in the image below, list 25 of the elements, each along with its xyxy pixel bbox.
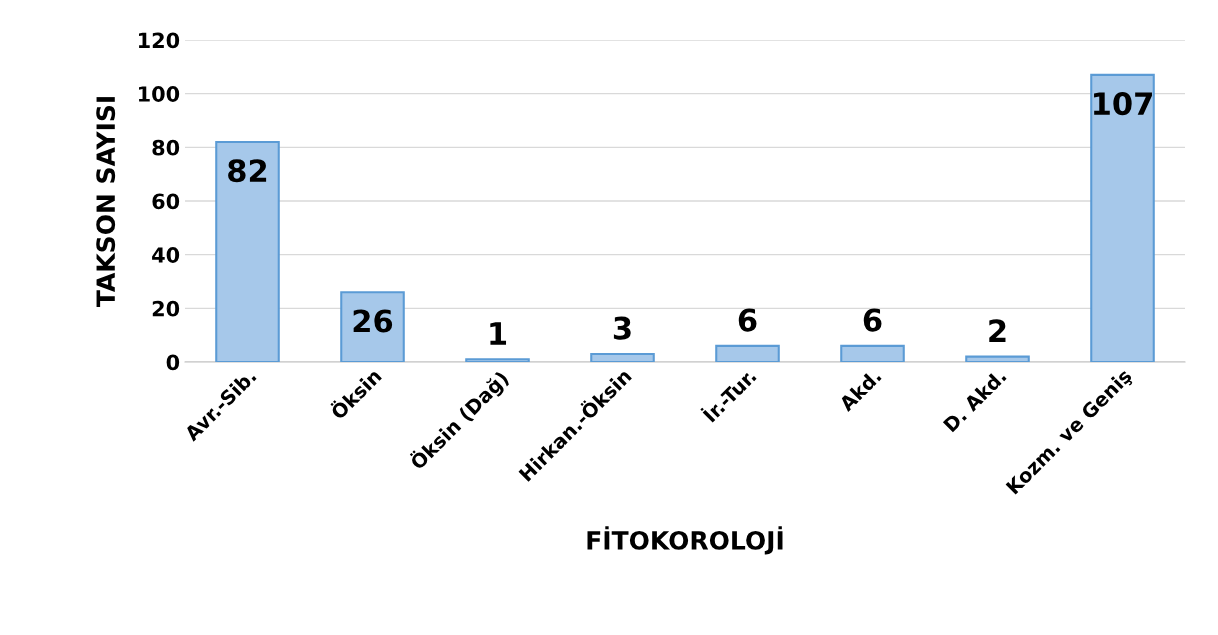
data-label: 26 bbox=[353, 309, 393, 333]
data-label: 6 bbox=[863, 308, 882, 332]
bar bbox=[215, 140, 280, 362]
data-label: 6 bbox=[738, 308, 757, 332]
y-tick-label: 40 bbox=[152, 247, 180, 263]
y-tick-label: 120 bbox=[139, 32, 180, 49]
y-tick-label: 60 bbox=[152, 193, 180, 210]
y-tick-label: 80 bbox=[152, 139, 180, 156]
bar bbox=[465, 358, 530, 362]
x-axis-title: FİTOKOROLOJİ bbox=[587, 526, 783, 555]
bar bbox=[340, 291, 405, 362]
bar bbox=[840, 344, 905, 362]
bar bbox=[1090, 73, 1155, 362]
y-tick-label: 0 bbox=[166, 354, 180, 371]
bar bbox=[965, 355, 1030, 362]
y-axis-title: TAKSON SAYISI bbox=[96, 97, 116, 308]
bar bbox=[715, 344, 780, 362]
data-label: 107 bbox=[1094, 92, 1152, 116]
y-tick-label: 100 bbox=[139, 86, 180, 102]
data-label: 3 bbox=[613, 316, 631, 340]
data-label: 82 bbox=[228, 159, 267, 183]
data-label: 1 bbox=[490, 322, 507, 345]
y-tick-label: 20 bbox=[152, 300, 180, 317]
bar bbox=[590, 352, 655, 362]
data-label: 2 bbox=[989, 319, 1006, 342]
